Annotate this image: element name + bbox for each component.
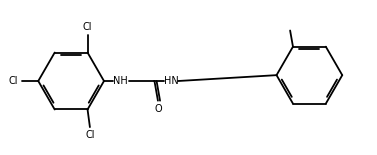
Text: O: O <box>154 104 162 114</box>
Text: NH: NH <box>113 76 128 86</box>
Text: Cl: Cl <box>85 130 95 140</box>
Text: Cl: Cl <box>9 76 18 86</box>
Text: Cl: Cl <box>83 22 92 32</box>
Text: HN: HN <box>164 76 179 86</box>
